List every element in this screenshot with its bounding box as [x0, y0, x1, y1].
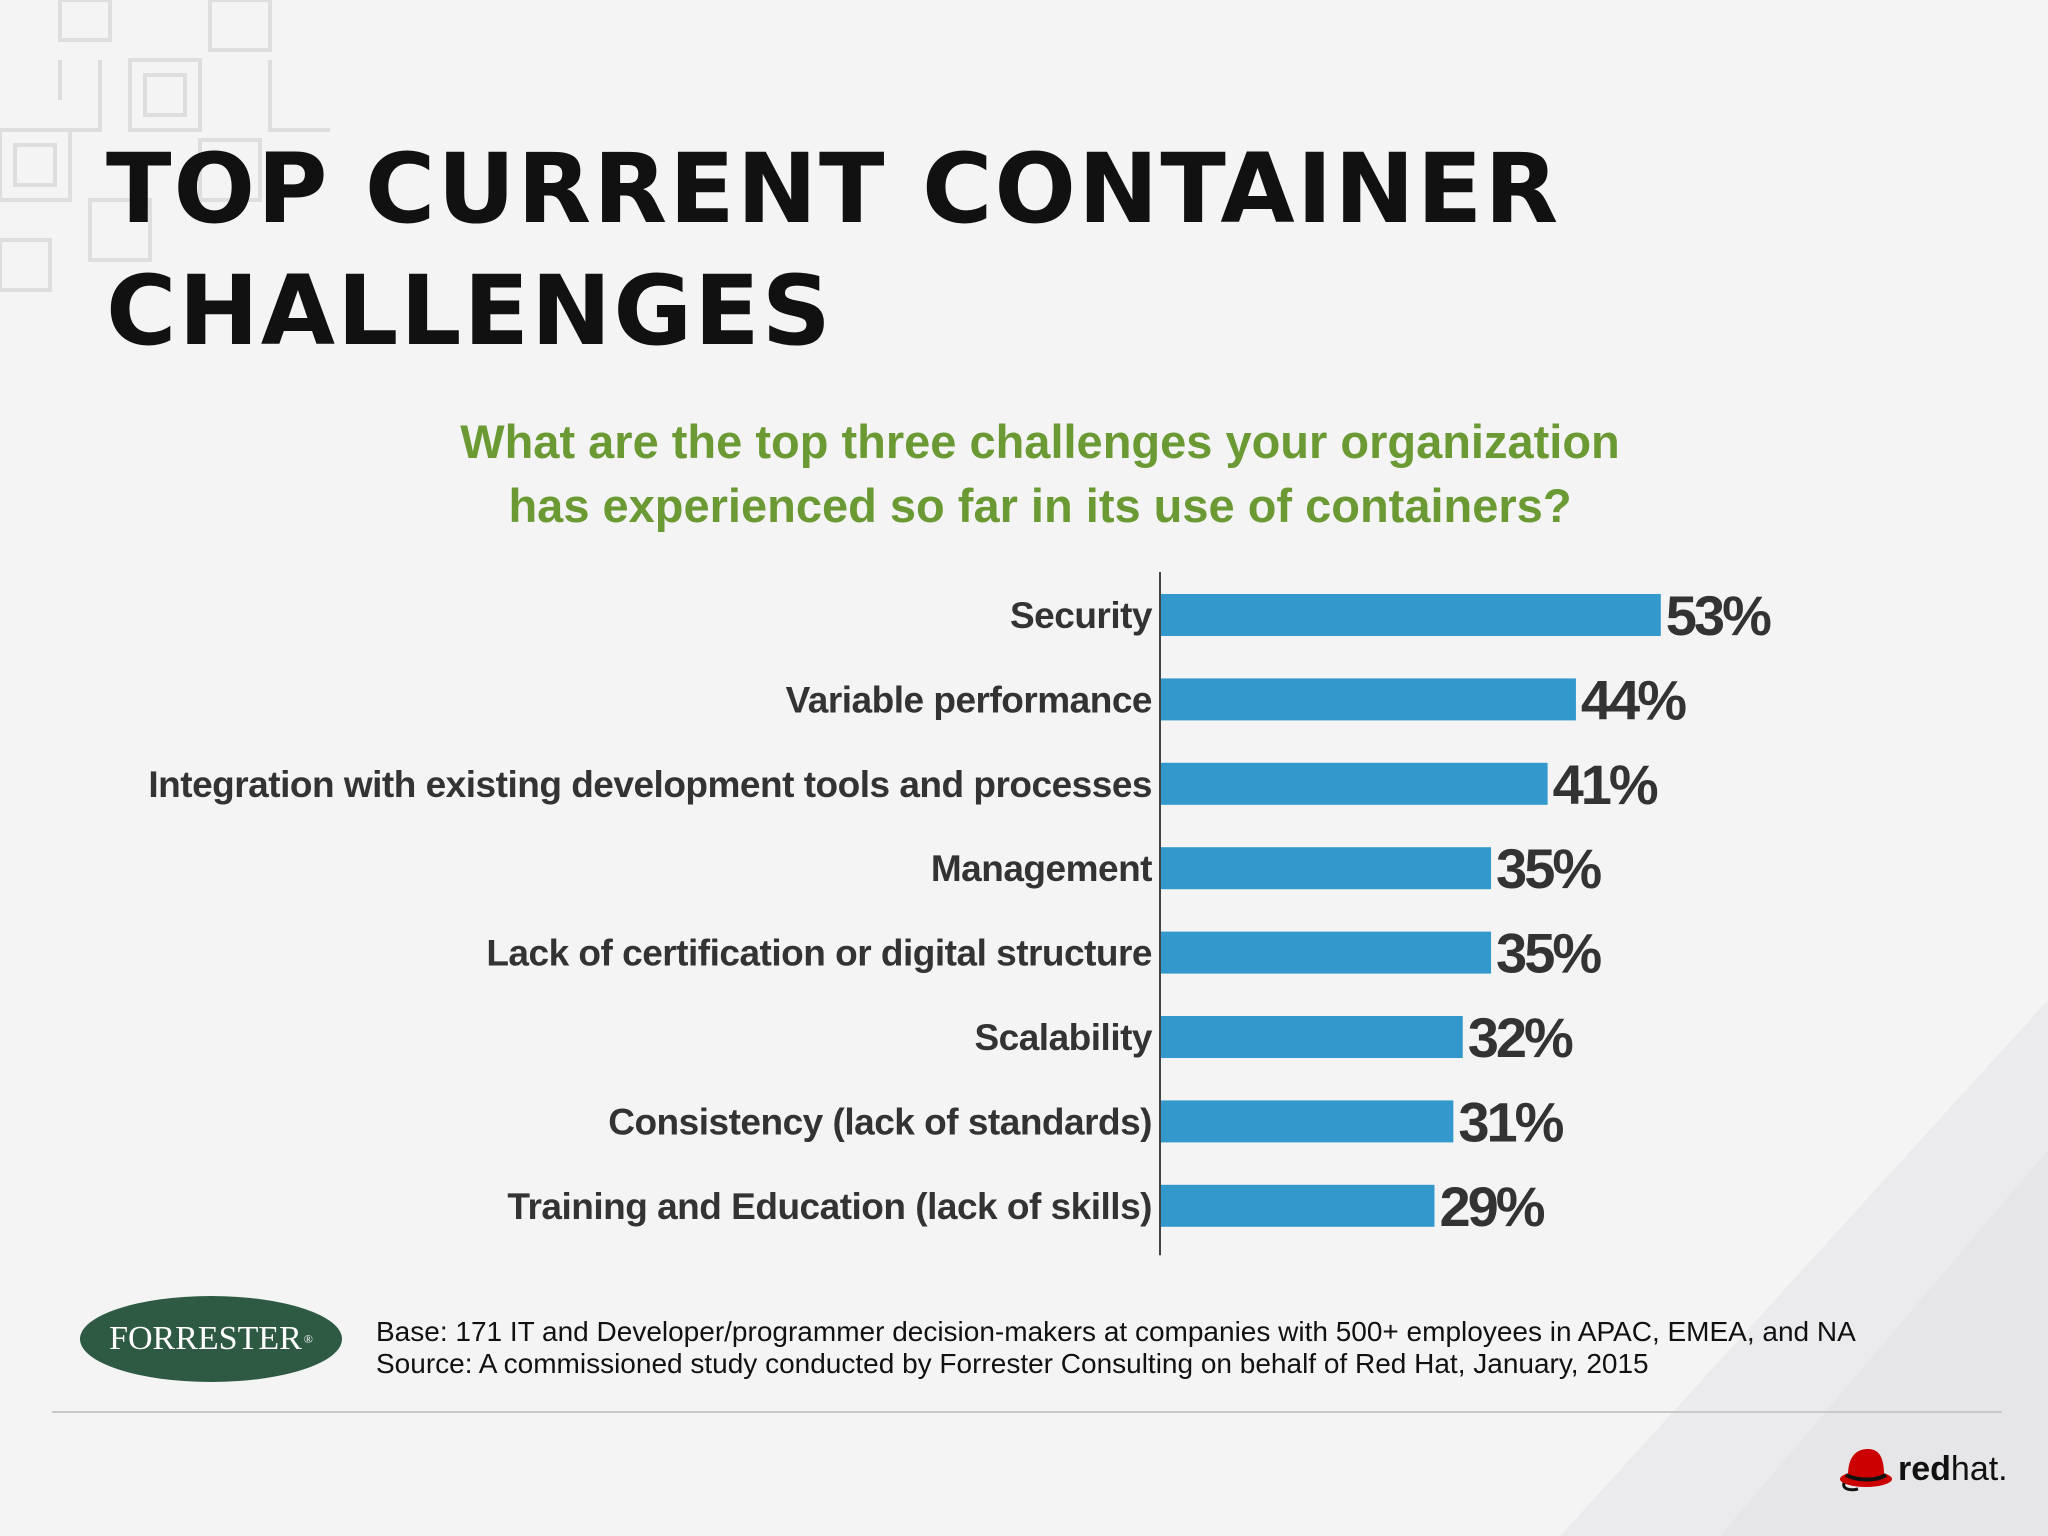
- redhat-logo: redhat.: [1838, 1442, 2008, 1496]
- bar: [1161, 1100, 1454, 1143]
- decorative-pattern: [0, 0, 330, 292]
- category-label: Consistency (lack of standards): [608, 1101, 1152, 1142]
- value-label: 35%: [1496, 837, 1601, 900]
- footer-divider: [52, 1411, 2002, 1413]
- category-label: Scalability: [974, 1017, 1152, 1058]
- bar: [1161, 847, 1492, 890]
- redhat-wordmark-light: hat.: [1950, 1449, 2008, 1488]
- forrester-logo-text: FORRESTER: [109, 1320, 302, 1357]
- bar: [1161, 1016, 1463, 1058]
- bar: [1161, 931, 1492, 974]
- category-label: Integration with existing development to…: [148, 764, 1152, 805]
- bar: [1161, 1184, 1435, 1227]
- slide-title: TOP CURRENT CONTAINER CHALLENGES: [106, 133, 1561, 367]
- value-label: 44%: [1581, 668, 1686, 731]
- footnotes: Base: 171 IT and Developer/programmer de…: [376, 1316, 1856, 1380]
- value-label: 35%: [1496, 922, 1601, 985]
- redhat-wordmark: redhat.: [1898, 1450, 2008, 1489]
- base-note: Base: 171 IT and Developer/programmer de…: [376, 1316, 1856, 1347]
- category-label: Training and Education (lack of skills): [507, 1186, 1152, 1227]
- category-label: Management: [931, 848, 1152, 889]
- value-label: 29%: [1439, 1175, 1544, 1238]
- category-label: Variable performance: [786, 679, 1152, 720]
- bar: [1161, 762, 1548, 805]
- redhat-wordmark-bold: red: [1898, 1449, 1951, 1488]
- value-label: 53%: [1666, 584, 1771, 647]
- value-label: 41%: [1553, 753, 1658, 816]
- bar: [1161, 594, 1661, 636]
- category-label: Security: [1010, 595, 1153, 636]
- source-note: Source: A commissioned study conducted b…: [376, 1348, 1649, 1379]
- value-label: 31%: [1458, 1090, 1563, 1153]
- bar: [1161, 678, 1576, 721]
- forrester-logo: FORRESTER ®: [80, 1296, 342, 1382]
- value-label: 32%: [1468, 1006, 1573, 1069]
- category-label: Lack of certification or digital structu…: [486, 933, 1152, 974]
- survey-question: What are the top three challenges your o…: [460, 415, 1620, 532]
- redhat-hat-icon: [1840, 1449, 1892, 1492]
- bar-chart: Security 53% Variable performance 44% Integr…: [148, 572, 1774, 1256]
